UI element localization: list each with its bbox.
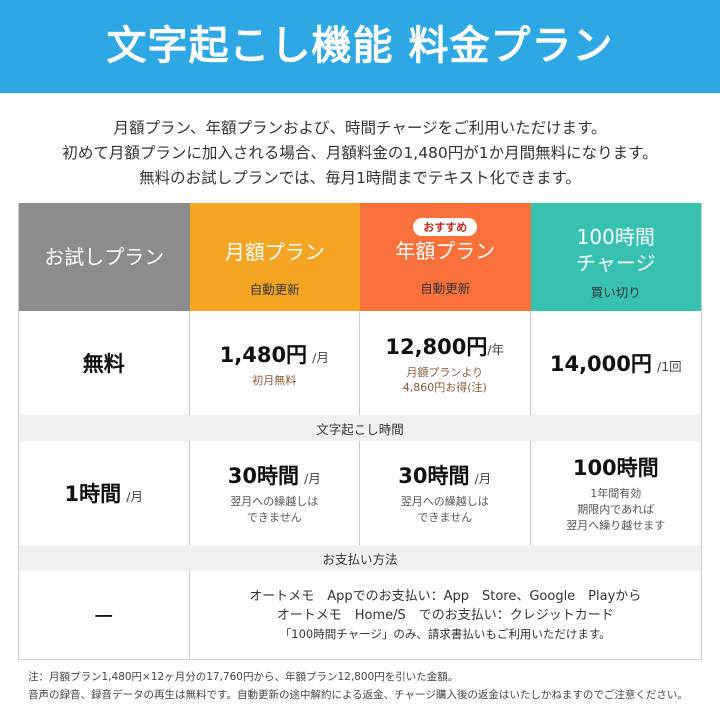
hours-cell: 100時間 1年間有効 期限内であれば 翌月へ繰り越せます [531, 441, 702, 545]
price: 無料 [82, 352, 125, 376]
hours: 30時間 [227, 464, 299, 488]
price-row: 無料 1,480円 /月初月無料 12,800円/年 月額プランより 4,860円… [19, 311, 701, 415]
hours-row: 1時間 /月 30時間 /月 翌月への繰越しは できません 30時間 /月 翌月への… [19, 441, 701, 545]
payment-methods: オートメモ Appでのお支払い：App Store、Google Playから … [190, 571, 702, 660]
intro-line: 初めて月額プランに加入される場合、月額料金の1,480円が1か月間無料になります… [62, 144, 658, 162]
price: 14,000円 [549, 352, 652, 376]
price-note: 月額プランより 4,860円お得(注) [402, 366, 487, 394]
pricing-table: お試しプラン 月額プラン自動更新 おすすめ年額プラン自動更新 100時間 チャー… [18, 203, 702, 660]
payment-cell-trial: ー [19, 571, 190, 660]
hours-note: 1年間有効 期限内であれば 翌月へ繰り越せます [566, 487, 666, 532]
plan-name: 100時間 チャージ [576, 224, 656, 275]
price: 1,480円 [219, 342, 308, 367]
price-note: 初月無料 [252, 373, 297, 387]
payment-line: オートメモ Home/S でのお支払い：クレジットカード [276, 608, 614, 623]
plan-name: 年額プラン [395, 238, 496, 263]
footnote: 音声の録音、録音データの再生は無料です。自動更新の途中解約による返金、チャージ購… [28, 689, 688, 701]
price-unit: /1回 [656, 359, 682, 374]
hours-unit: /月 [474, 471, 492, 486]
price-cell: 無料 [19, 311, 190, 415]
plan-header-yearly: おすすめ年額プラン自動更新 [360, 203, 531, 311]
payment-none: ー [93, 604, 115, 629]
price-unit: /年 [487, 342, 505, 357]
payment-line: オートメモ Appでのお支払い：App Store、Google Playから [249, 589, 642, 604]
hours-unit: /月 [126, 489, 143, 504]
section-label-payment: お支払い方法 [19, 545, 701, 571]
section-label-hours: 文字起こし時間 [19, 415, 701, 441]
intro-line: 無料のお試しプランでは、毎月1時間までテキスト化できます。 [139, 169, 581, 187]
hours-unit: /月 [304, 471, 321, 486]
hours-cell: 30時間 /月翌月への繰越しは できません [190, 441, 360, 545]
plan-sub: 買い切り [590, 284, 641, 300]
hours-note: 翌月への繰越しは できません [230, 495, 319, 524]
plan-header-monthly: 月額プラン 自動更新 [189, 203, 360, 311]
intro-line: 月額プラン、年額プランおよび、時間チャージをご利用いただけます。 [113, 119, 607, 137]
footnotes: 注：月額プラン1,480円×12ヶ月分の17,760円から、年額プラン12,80… [28, 668, 688, 704]
hours-cell: 30時間 /月翌月への繰越しは できません [360, 441, 531, 545]
plan-header-trial: お試しプラン [19, 203, 190, 311]
page-title: 文字起こし機能 料金プラン [0, 0, 720, 93]
plan-header-charge: 100時間 チャージ買い切り [530, 203, 701, 311]
hours-cell: 1時間 /月 [19, 441, 190, 545]
footnote: 注：月額プラン1,480円×12ヶ月分の17,760円から、年額プラン12,80… [28, 671, 459, 683]
price-cell: 12,800円/年 月額プランより 4,860円お得(注) [360, 311, 531, 415]
plan-name: 月額プラン [224, 239, 325, 264]
price-cell: 14,000円 /1回 [531, 311, 702, 415]
plan-name: お試しプラン [44, 245, 165, 269]
plan-sub: 自動更新 [420, 280, 471, 296]
payment-line: 「100時間チャージ」のみ、請求書払いもご利用いただけます。 [279, 627, 611, 641]
price-unit: /月 [312, 349, 329, 365]
price-cell: 1,480円 /月初月無料 [190, 311, 360, 415]
recommended-badge: おすすめ [413, 217, 478, 236]
price: 12,800円 [385, 335, 488, 359]
plan-header-row: お試しプラン 月額プラン自動更新 おすすめ年額プラン自動更新 100時間 チャー… [19, 203, 701, 311]
hours: 100時間 [572, 456, 659, 480]
hours: 30時間 [398, 464, 470, 488]
hours: 1時間 [64, 482, 122, 506]
intro-text: 月額プラン、年額プランおよび、時間チャージをご利用いただけます。 初めて月額プラ… [0, 116, 720, 191]
plan-sub: 自動更新 [249, 281, 300, 297]
hours-note: 翌月への繰越しは できません [400, 495, 489, 524]
payment-row: ー オートメモ Appでのお支払い：App Store、Google Playか… [19, 571, 701, 660]
